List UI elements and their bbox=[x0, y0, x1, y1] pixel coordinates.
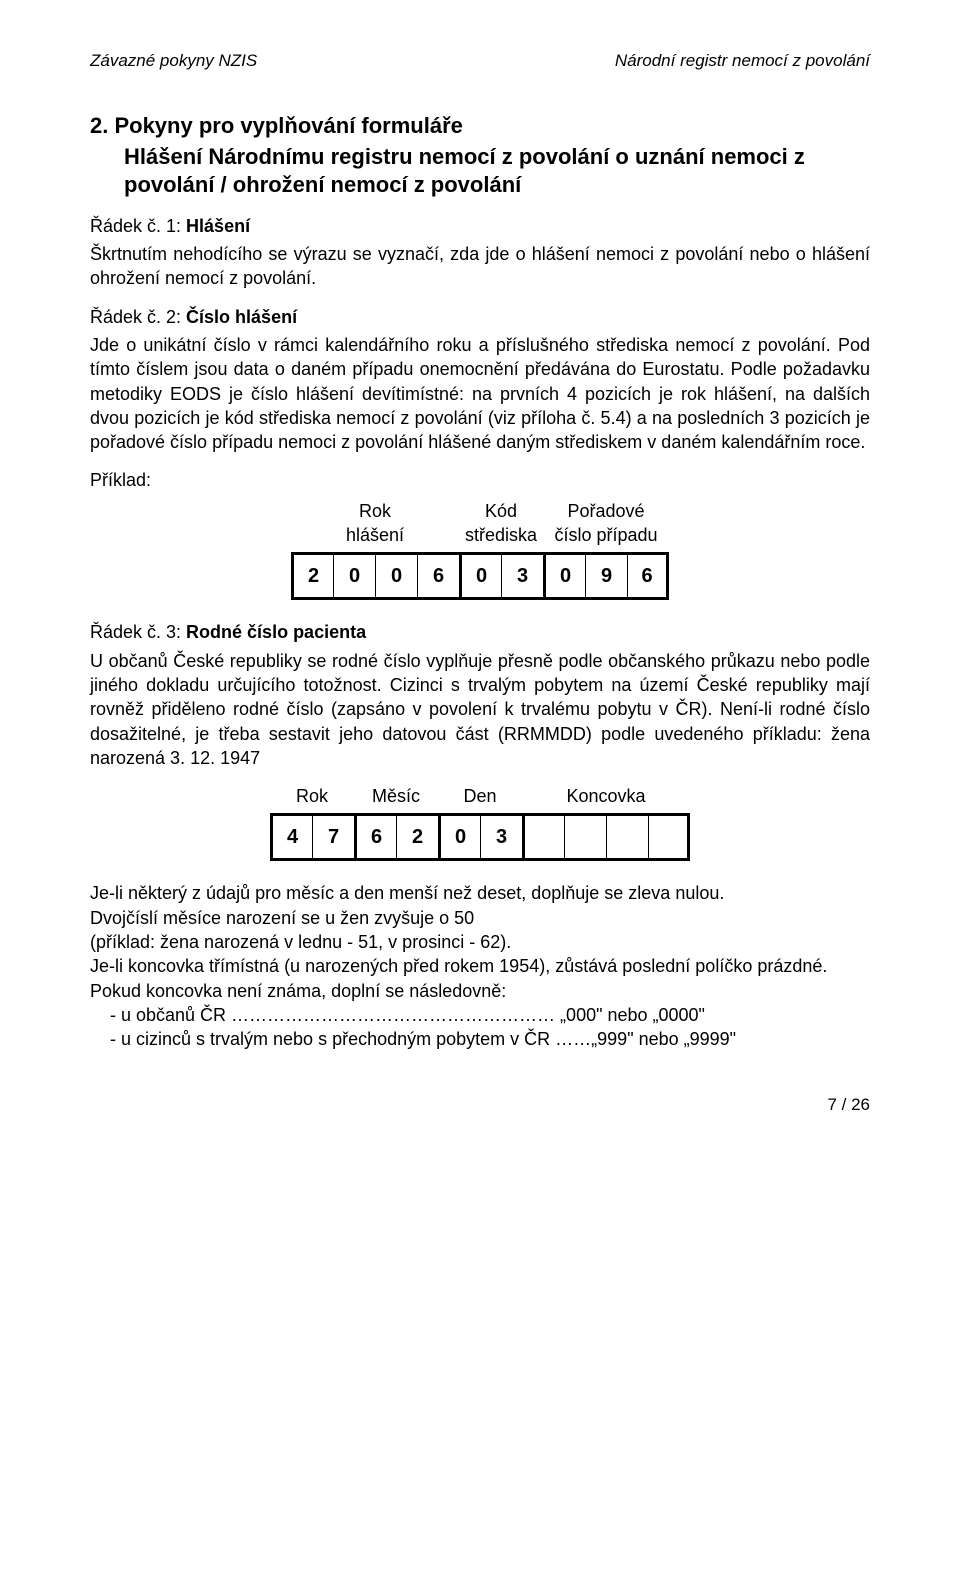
table-cell bbox=[522, 816, 564, 858]
row3-label-prefix: Řádek č. 3: bbox=[90, 622, 186, 642]
page-header: Závazné pokyny NZIS Národní registr nemo… bbox=[90, 50, 870, 73]
row3-text: U občanů České republiky se rodné číslo … bbox=[90, 649, 870, 770]
row2-label-bold: Číslo hlášení bbox=[186, 307, 297, 327]
row1-label-bold: Hlášení bbox=[186, 216, 250, 236]
table-header: Měsíc bbox=[354, 784, 438, 808]
table-cell: 0 bbox=[543, 555, 585, 597]
page: Závazné pokyny NZIS Národní registr nemo… bbox=[0, 0, 960, 1166]
table-header: Rok bbox=[270, 784, 354, 808]
section-title: 2. Pokyny pro vyplňování formuláře bbox=[90, 111, 870, 141]
row3-label: Řádek č. 3: Rodné číslo pacienta bbox=[90, 620, 870, 644]
tail-l4: Je-li koncovka třímístná (u narozených p… bbox=[90, 954, 870, 978]
table-header: Koncovka bbox=[522, 784, 690, 808]
row1-label-prefix: Řádek č. 1: bbox=[90, 216, 186, 236]
table-cell: 0 bbox=[459, 555, 501, 597]
tail-li2: - u cizinců s trvalým nebo s přechodným … bbox=[110, 1027, 870, 1051]
tail-l3: (příklad: žena narozená v lednu - 51, v … bbox=[90, 930, 870, 954]
table-header: Kódstřediska bbox=[459, 499, 543, 548]
page-number: 7 / 26 bbox=[90, 1094, 870, 1117]
example-table-2-cells: 476203 bbox=[270, 813, 690, 861]
example-table-1-headers: RokhlášeníKódstřediskaPořadovéčíslo příp… bbox=[291, 499, 669, 548]
table-cell: 0 bbox=[333, 555, 375, 597]
table-cell: 9 bbox=[585, 555, 627, 597]
table-cell: 2 bbox=[396, 816, 438, 858]
tail-l1: Je-li některý z údajů pro měsíc a den me… bbox=[90, 881, 870, 905]
tail-li1: - u občanů ČR ……………………………………………… „000" n… bbox=[110, 1003, 870, 1027]
example-table-2-headers: RokMěsícDenKoncovka bbox=[270, 784, 690, 808]
table-cell bbox=[648, 816, 690, 858]
table-cell: 2 bbox=[291, 555, 333, 597]
table-cell: 0 bbox=[375, 555, 417, 597]
table-cell: 3 bbox=[501, 555, 543, 597]
table-cell: 6 bbox=[354, 816, 396, 858]
table-cell: 3 bbox=[480, 816, 522, 858]
example-label: Příklad: bbox=[90, 468, 870, 492]
table-cell: 4 bbox=[270, 816, 312, 858]
table-cell: 0 bbox=[438, 816, 480, 858]
table-cell bbox=[564, 816, 606, 858]
table-header: Pořadovéčíslo případu bbox=[543, 499, 669, 548]
row2-text: Jde o unikátní číslo v rámci kalendářníh… bbox=[90, 333, 870, 454]
table-header: Den bbox=[438, 784, 522, 808]
header-left: Závazné pokyny NZIS bbox=[90, 50, 257, 73]
table-cell: 6 bbox=[627, 555, 669, 597]
row2-label-prefix: Řádek č. 2: bbox=[90, 307, 186, 327]
table-cell bbox=[606, 816, 648, 858]
header-right: Národní registr nemocí z povolání bbox=[615, 50, 870, 73]
tail-l5: Pokud koncovka není známa, doplní se nás… bbox=[90, 979, 870, 1003]
table-cell: 7 bbox=[312, 816, 354, 858]
row1-label: Řádek č. 1: Hlášení bbox=[90, 214, 870, 238]
table-cell: 6 bbox=[417, 555, 459, 597]
example-table-2: RokMěsícDenKoncovka 476203 bbox=[90, 784, 870, 861]
row1-text: Škrtnutím nehodícího se výrazu se vyznač… bbox=[90, 242, 870, 291]
row3-label-bold: Rodné číslo pacienta bbox=[186, 622, 366, 642]
tail-paragraph: Je-li některý z údajů pro měsíc a den me… bbox=[90, 881, 870, 1051]
section-subtitle: Hlášení Národnímu registru nemocí z povo… bbox=[124, 143, 870, 200]
example-table-1-cells: 200603096 bbox=[291, 552, 669, 600]
example-table-1: RokhlášeníKódstřediskaPořadovéčíslo příp… bbox=[90, 499, 870, 601]
row2-label: Řádek č. 2: Číslo hlášení bbox=[90, 305, 870, 329]
table-header: Rokhlášení bbox=[291, 499, 459, 548]
tail-l2: Dvojčíslí měsíce narození se u žen zvyšu… bbox=[90, 906, 870, 930]
